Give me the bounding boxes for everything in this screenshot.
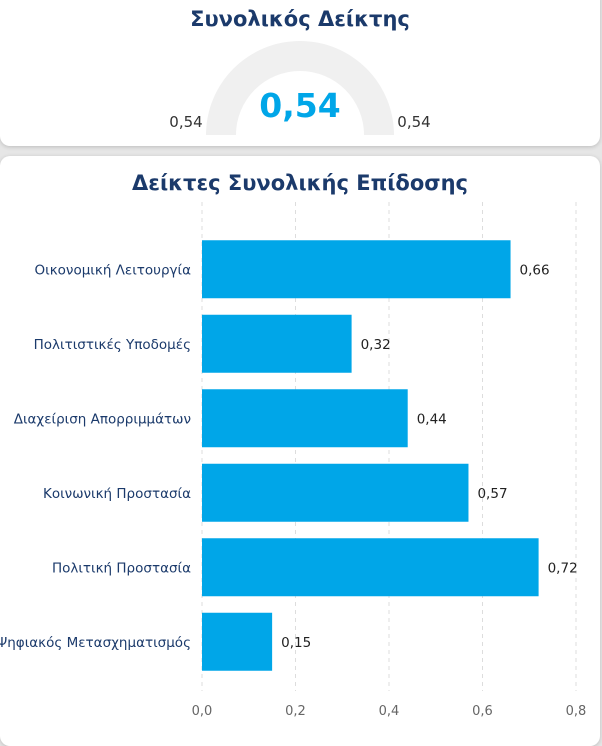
data-label: 0,15 — [281, 635, 311, 651]
category-label: Διαχείριση Απορριμμάτων — [14, 411, 191, 427]
gauge: 0,54 0,54 0,54 — [169, 41, 431, 135]
category-label: Κοινωνική Προστασία — [43, 486, 191, 502]
data-label: 0,32 — [361, 337, 391, 353]
data-label: 0,57 — [477, 486, 507, 502]
x-tick-label: 0,2 — [285, 704, 306, 719]
bar — [202, 612, 273, 671]
category-label: Πολιτική Προστασία — [52, 560, 191, 576]
gauge-card: Συνολικός Δείκτης 0,54 0,54 0,54 — [0, 0, 600, 146]
data-label: 0,72 — [548, 560, 578, 576]
gauge-value: 0,54 — [259, 86, 340, 125]
data-label: 0,66 — [520, 262, 550, 278]
bar — [202, 538, 539, 597]
category-label: Οικονομική Λειτουργία — [35, 262, 192, 278]
bar — [202, 463, 469, 522]
data-label: 0,44 — [417, 411, 447, 427]
gauge-title: Συνολικός Δείκτης — [190, 7, 410, 31]
bar — [202, 240, 511, 299]
bar-chart-card: Δείκτες Συνολικής Επίδοσης 0,0 0,2 0,4 0,6 0… — [0, 156, 600, 746]
x-tick-label: 0,8 — [566, 704, 587, 719]
gauge-track — [206, 41, 394, 135]
category-label: Πολιτιστικές Υποδομές — [34, 337, 191, 353]
chart-title: Δείκτες Συνολικής Επίδοσης — [132, 171, 468, 195]
bar — [202, 314, 352, 373]
gauge-min-label: 0,54 — [169, 113, 202, 131]
x-tick-label: 0,6 — [472, 704, 493, 719]
category-label: Ψηφιακός Μετασχηματισμός — [0, 635, 191, 651]
x-tick-label: 0,0 — [192, 704, 213, 719]
gauge-max-label: 0,54 — [397, 113, 430, 131]
bar-chart: 0,0 0,2 0,4 0,6 0,8 Οικονομική Λειτουργία 0,66… — [0, 202, 587, 719]
bar — [202, 389, 408, 448]
x-tick-label: 0,4 — [379, 704, 400, 719]
